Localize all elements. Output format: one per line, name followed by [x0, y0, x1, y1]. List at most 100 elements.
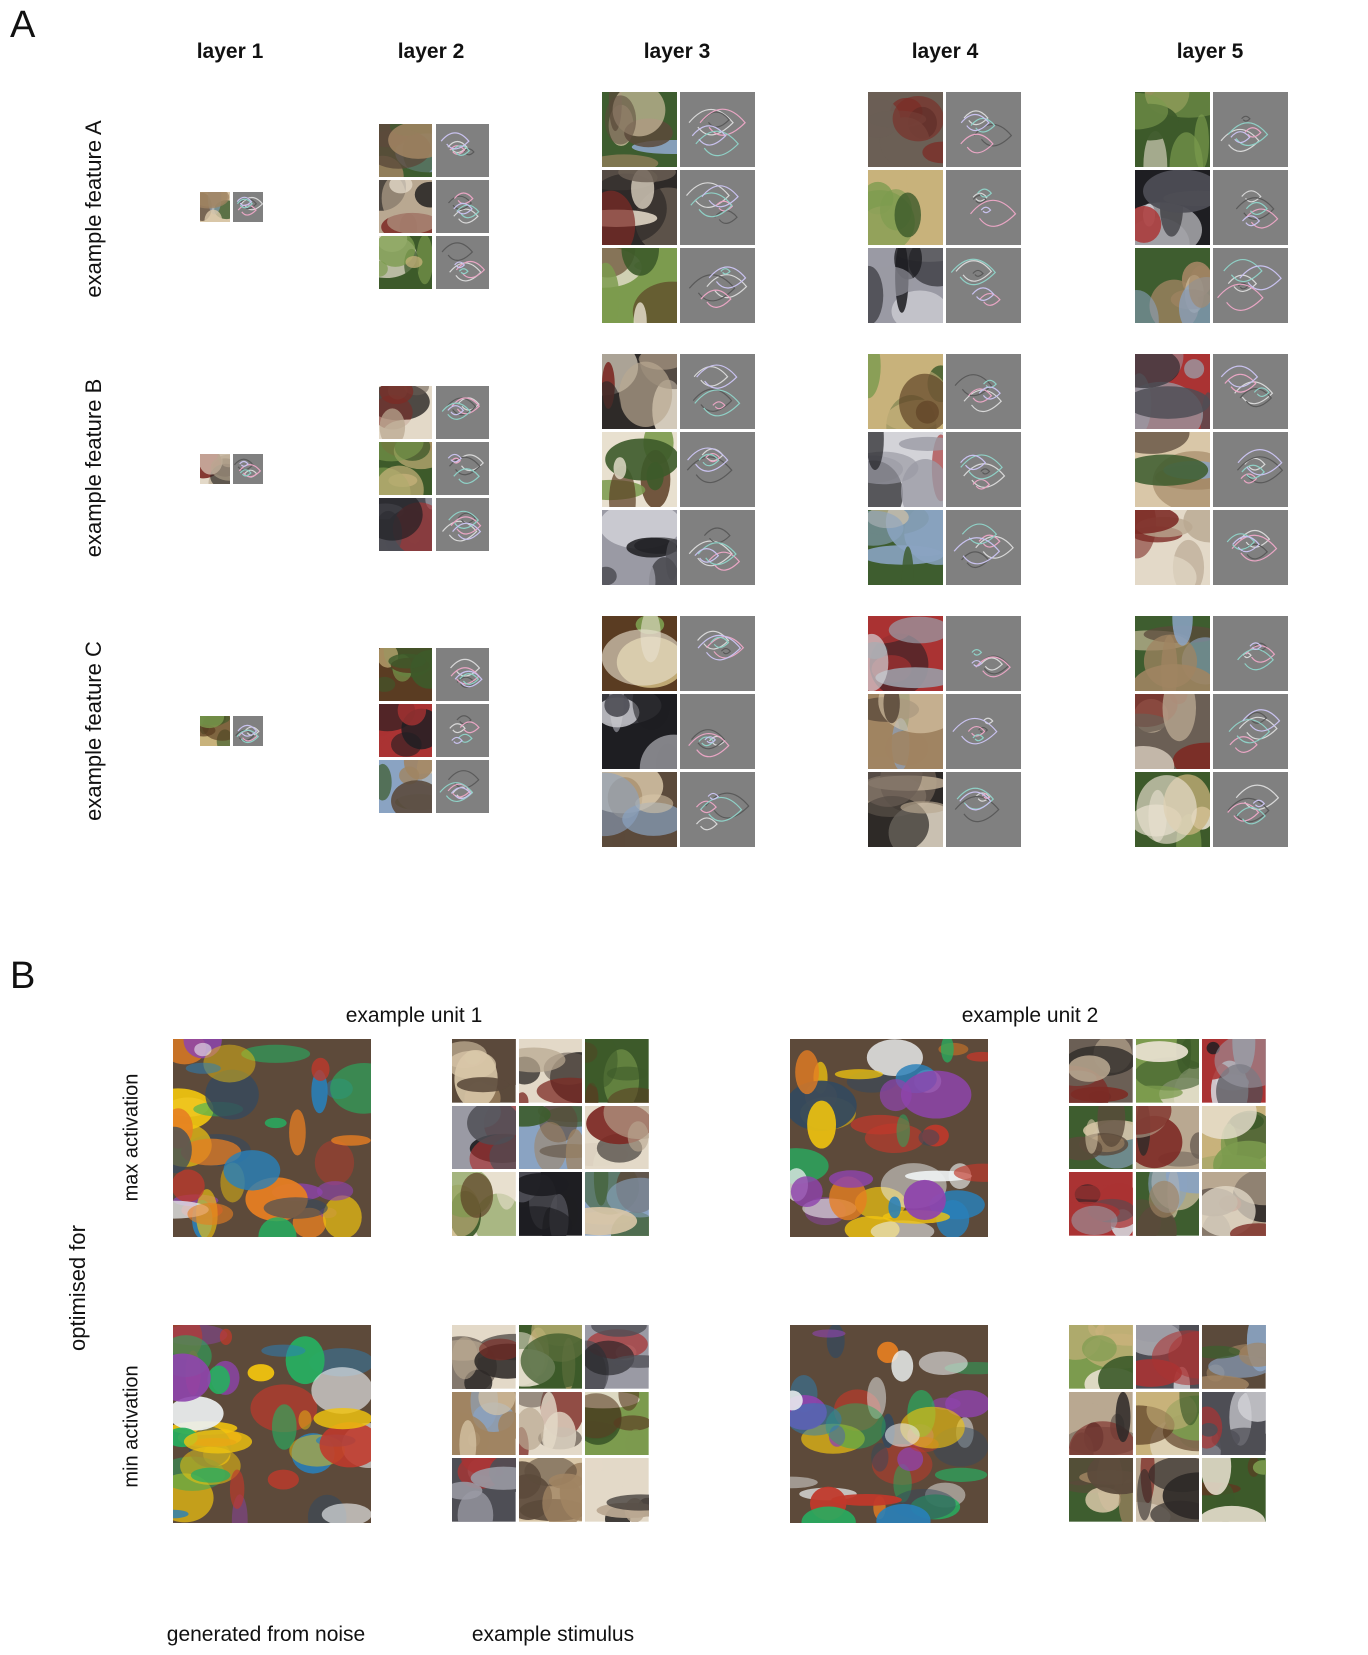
layer-4-feature-2-image-1: [868, 694, 943, 769]
stimulus-thumbnail: [585, 1325, 649, 1389]
feature-c-label: example feature C: [81, 641, 106, 821]
layer-3-feature-1-deconv-1: [680, 432, 755, 507]
stimulus-thumbnail: [1135, 1172, 1200, 1236]
layer-4-feature-2-deconv-2: [946, 772, 1021, 847]
layer-3-feature-2-deconv-2: [680, 772, 755, 847]
stimulus-thumbnail: [1069, 1391, 1133, 1456]
stimulus-thumbnail: [1069, 1458, 1133, 1522]
layer-4-feature-0-deconv-2: [946, 248, 1021, 323]
layer-2-feature-2-deconv-1: [436, 704, 489, 757]
layer-3-feature-2-deconv-1: [680, 694, 755, 769]
layer-1-feature-2-image: [200, 716, 230, 746]
caption-generated-from-noise: generated from noise: [166, 1623, 366, 1646]
layer-2-feature-2-image-2: [379, 760, 432, 813]
layer-4-feature-0-image-0: [868, 92, 943, 167]
feature-a-label: example feature A: [81, 120, 106, 298]
layer-4-feature-1-image-0: [868, 354, 943, 429]
layer-4-feature-0-image-2: [868, 248, 943, 323]
optimised-for-label: optimised for: [65, 1225, 90, 1351]
layer-2-feature-0-image-0: [379, 124, 432, 177]
min-activation-label: min activation: [120, 1365, 143, 1488]
unit-1-row-0-generated-image: [173, 1039, 371, 1237]
stimulus-thumbnail: [452, 1105, 516, 1170]
stimulus-thumbnail: [1202, 1172, 1266, 1236]
unit-1-row-0-example-stimuli: [452, 1039, 649, 1236]
stimulus-thumbnail: [1202, 1458, 1266, 1522]
stimulus-thumbnail: [585, 1039, 649, 1103]
layer-5-feature-1-image-0: [1135, 354, 1210, 429]
stimulus-thumbnail: [585, 1105, 649, 1170]
layer-4-feature-2-image-0: [868, 616, 943, 691]
unit-2-row-1-generated-image: [790, 1325, 988, 1523]
layer-4-heading: layer 4: [911, 40, 979, 63]
stimulus-thumbnail: [1135, 1325, 1200, 1389]
layer-1-feature-0-image: [200, 192, 230, 222]
layer-4-feature-2-deconv-1: [946, 694, 1021, 769]
stimulus-thumbnail: [452, 1039, 516, 1103]
layer-3-feature-2-deconv-0: [680, 616, 755, 691]
layer-2-feature-0-deconv-1: [436, 180, 489, 233]
layer-4-feature-2-deconv-0: [946, 616, 1021, 691]
stimulus-thumbnail: [518, 1325, 583, 1389]
layer-4-feature-0-image-1: [868, 170, 943, 245]
layer-2-feature-2-image-0: [379, 648, 432, 701]
layer-5-feature-2-image-2: [1135, 772, 1210, 847]
stimulus-thumbnail: [518, 1458, 583, 1522]
stimulus-thumbnail: [1135, 1039, 1200, 1103]
stimulus-thumbnail: [452, 1458, 516, 1522]
layer-5-feature-0-deconv-0: [1213, 92, 1288, 167]
layer-5-feature-2-deconv-2: [1213, 772, 1288, 847]
layer-2-feature-2-deconv-2: [436, 760, 489, 813]
layer-3-feature-0-image-0: [602, 92, 677, 167]
layer-3-feature-0-deconv-2: [680, 248, 755, 323]
layer-4-feature-0-deconv-0: [946, 92, 1021, 167]
layer-1-feature-2-deconv: [233, 716, 263, 746]
layer-2-feature-0-image-2: [379, 236, 432, 289]
stimulus-thumbnail: [452, 1325, 516, 1389]
unit-1-title: example unit 1: [345, 1004, 483, 1027]
layer-5-feature-2-deconv-1: [1213, 694, 1288, 769]
layer-2-feature-1-deconv-0: [436, 386, 489, 439]
unit-2-title: example unit 2: [961, 1004, 1099, 1027]
layer-1-feature-1-deconv: [233, 454, 263, 484]
layer-1-feature-0-deconv: [233, 192, 263, 222]
stimulus-thumbnail: [1202, 1105, 1266, 1170]
layer-2-feature-0-image-1: [379, 180, 432, 233]
layer-2-feature-1-deconv-1: [436, 442, 489, 495]
layer-3-feature-1-image-2: [602, 510, 677, 585]
layer-5-feature-0-image-1: [1135, 170, 1210, 245]
layer-5-feature-2-image-1: [1135, 694, 1210, 769]
stimulus-thumbnail: [518, 1039, 583, 1103]
layer-3-feature-1-image-0: [602, 354, 677, 429]
layer-5-feature-1-deconv-2: [1213, 510, 1288, 585]
layer-5-feature-1-image-1: [1135, 432, 1210, 507]
layer-1-feature-1-image: [200, 454, 230, 484]
stimulus-thumbnail: [585, 1391, 649, 1456]
panel-a-letter: A: [10, 4, 36, 46]
stimulus-thumbnail: [518, 1391, 583, 1456]
stimulus-thumbnail: [1202, 1039, 1266, 1103]
layer-2-feature-0-deconv-0: [436, 124, 489, 177]
layer-5-heading: layer 5: [1176, 40, 1244, 63]
stimulus-thumbnail: [1069, 1325, 1133, 1389]
layer-2-feature-1-image-0: [379, 386, 432, 439]
layer-2-heading: layer 2: [397, 40, 465, 63]
layer-2-feature-2-image-1: [379, 704, 432, 757]
unit-2-row-1-example-stimuli: [1069, 1325, 1266, 1522]
layer-4-feature-0-deconv-1: [946, 170, 1021, 245]
layer-3-feature-0-image-2: [602, 248, 677, 323]
stimulus-thumbnail: [1202, 1391, 1266, 1456]
stimulus-thumbnail: [518, 1172, 583, 1236]
layer-2-feature-1-image-2: [379, 498, 432, 551]
stimulus-thumbnail: [1135, 1458, 1200, 1522]
layer-4-feature-1-image-1: [868, 432, 943, 507]
layer-3-feature-2-image-1: [602, 694, 677, 769]
caption-example-stimulus: example stimulus: [471, 1623, 635, 1646]
panel-b-letter: B: [10, 955, 36, 997]
layer-3-feature-0-image-1: [602, 170, 677, 245]
stimulus-thumbnail: [518, 1105, 583, 1170]
unit-2-row-0-example-stimuli: [1069, 1039, 1266, 1236]
stimulus-thumbnail: [1135, 1391, 1200, 1456]
unit-2-row-0-generated-image: [790, 1039, 988, 1237]
stimulus-thumbnail: [452, 1172, 516, 1236]
